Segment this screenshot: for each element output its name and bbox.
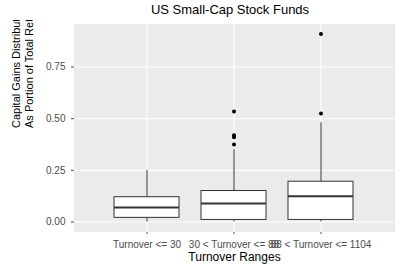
svg-text:30 < Turnover <= 88: 30 < Turnover <= 88	[189, 239, 280, 250]
svg-text:0.50: 0.50	[46, 113, 66, 124]
svg-text:0.75: 0.75	[46, 61, 66, 72]
svg-text:0.25: 0.25	[46, 165, 66, 176]
svg-text:88 < Turnover <= 1104: 88 < Turnover <= 1104	[271, 239, 372, 250]
svg-text:Turnover Ranges: Turnover Ranges	[188, 250, 280, 264]
svg-text:Turnover <= 30: Turnover <= 30	[113, 239, 181, 250]
html-text:US Small-Cap Stock Funds: US Small-Cap Stock Funds	[150, 2, 310, 17]
svg-text:0.00: 0.00	[46, 216, 66, 227]
svg-text:Capital Gains DistributionsAs: Capital Gains DistributionsAs Portion of…	[10, 20, 35, 128]
